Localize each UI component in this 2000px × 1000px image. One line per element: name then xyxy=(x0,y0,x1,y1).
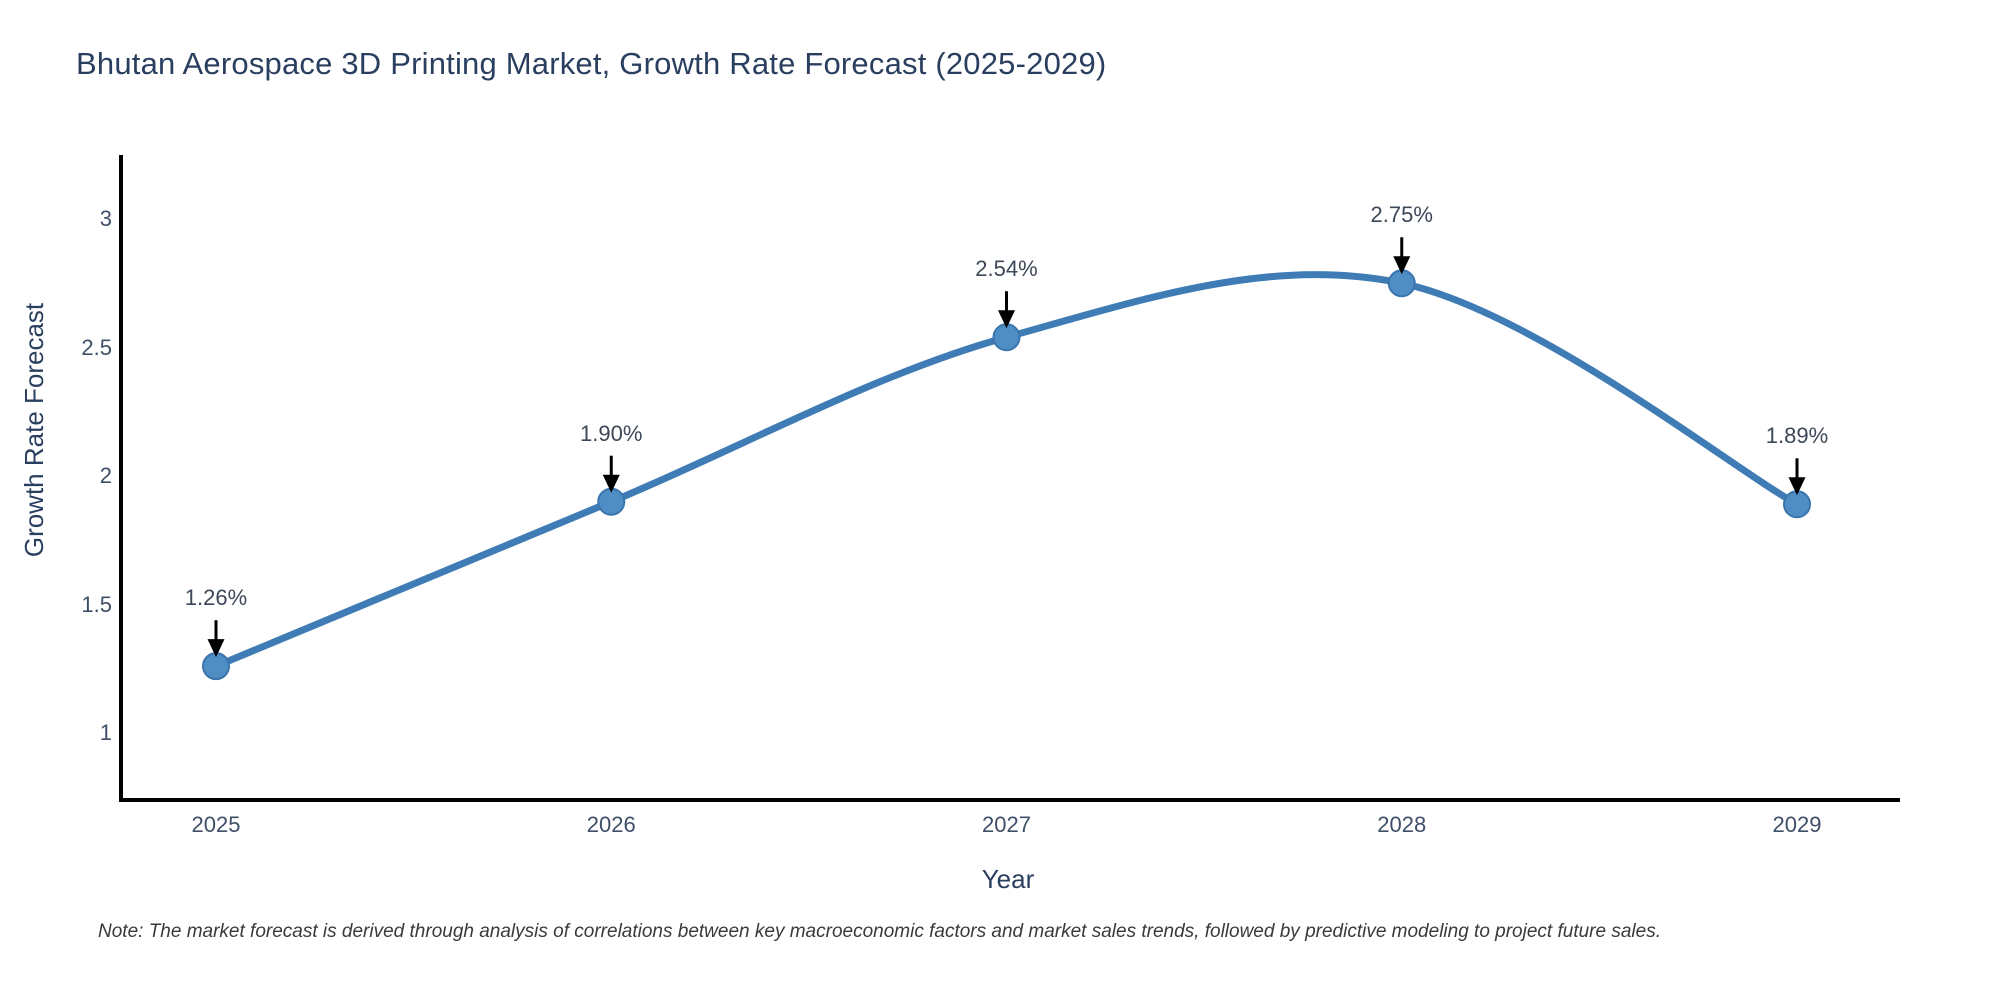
x-tick-label: 2027 xyxy=(982,812,1031,837)
y-tick-label: 3 xyxy=(99,206,112,231)
y-tick-label: 1 xyxy=(99,720,112,745)
point-label: 1.89% xyxy=(1765,423,1829,449)
y-tick-label: 2.5 xyxy=(81,334,112,360)
point-label: 2.75% xyxy=(1370,202,1433,228)
y-tick-label: 2 xyxy=(99,463,112,488)
x-axis-title: Year xyxy=(981,864,1035,894)
point-label: 2.54% xyxy=(975,256,1038,282)
annotation-arrowhead xyxy=(998,310,1015,329)
x-tick-label: 2029 xyxy=(1772,812,1822,837)
x-tick-label: 2028 xyxy=(1377,812,1427,837)
annotation-arrowhead xyxy=(207,639,225,658)
footnote: Note: The market forecast is derived thr… xyxy=(98,921,1661,942)
chart-title: Bhutan Aerospace 3D Printing Market, Gro… xyxy=(76,46,1107,81)
y-tick-label: 1.5 xyxy=(81,591,112,617)
annotation-arrowhead xyxy=(1788,477,1806,496)
x-tick-label: 2026 xyxy=(586,812,636,837)
point-label: 1.26% xyxy=(184,585,248,611)
y-axis-title: Growth Rate Forecast xyxy=(19,302,49,558)
annotation-arrowhead xyxy=(1393,256,1411,275)
annotation-arrowhead xyxy=(602,474,620,493)
x-tick-label: 2025 xyxy=(191,812,241,837)
point-label: 1.90% xyxy=(580,420,643,446)
